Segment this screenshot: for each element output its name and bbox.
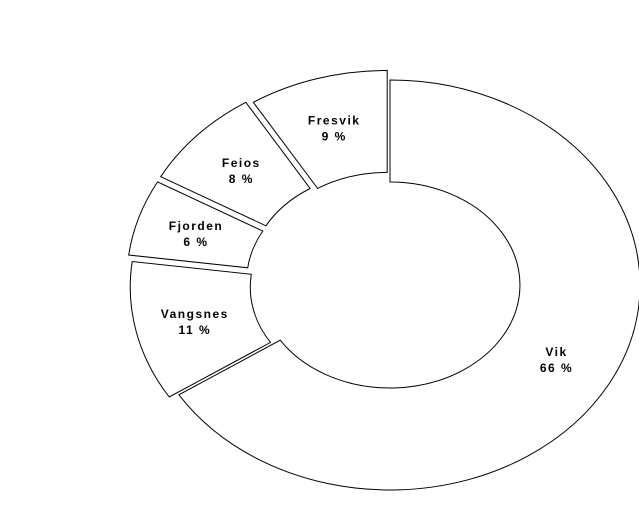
slice-value-feios: 8 % (229, 172, 254, 186)
chart-labels: Vik 66 % Vangsnes 11 % Fjorden 6 % Feios 8 % Fre… (161, 114, 573, 376)
slice-fresvik (252, 69, 388, 190)
slice-value-fjorden: 6 % (183, 235, 208, 249)
slice-fjorden (128, 181, 264, 269)
slice-feios (159, 101, 311, 227)
slice-value-vangsnes: 11 % (178, 323, 211, 337)
slice-value-vik: 66 % (540, 361, 573, 375)
slice-label-feios: Feios (222, 156, 261, 170)
slice-vik (178, 79, 639, 491)
slice-label-fjorden: Fjorden (169, 219, 224, 233)
slice-label-fresvik: Fresvik (308, 114, 361, 128)
slice-vangsnes (129, 260, 272, 398)
slice-label-vangsnes: Vangsnes (161, 307, 229, 321)
slice-label-vik: Vik (545, 345, 567, 359)
chart-slices (128, 69, 639, 491)
slice-value-fresvik: 9 % (322, 130, 347, 144)
